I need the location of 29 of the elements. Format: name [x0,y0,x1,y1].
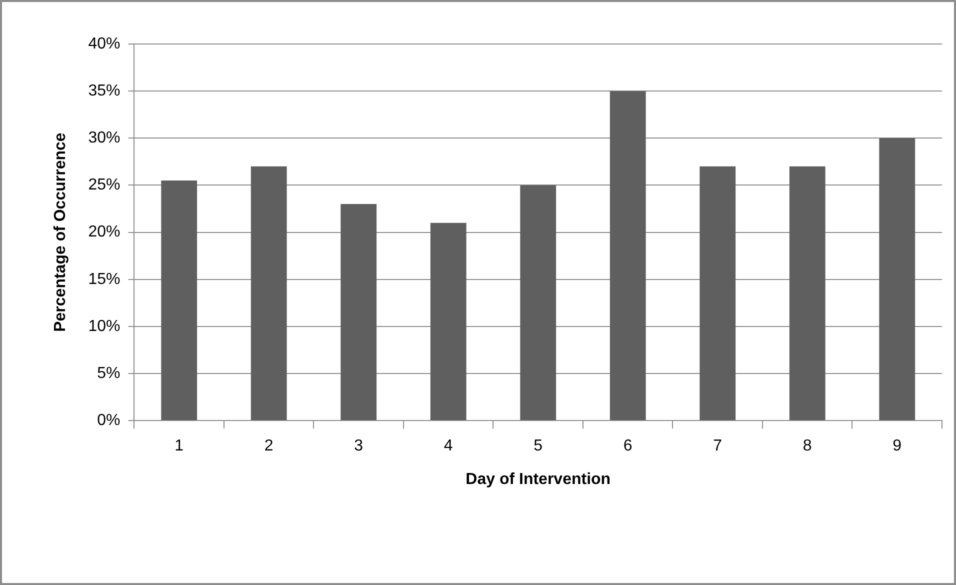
x-tick-label: 2 [264,438,274,455]
bar [340,204,377,420]
bar [789,166,826,420]
x-tick-label: 4 [444,438,453,455]
bar [879,138,916,420]
y-tick-label: 0% [97,412,120,430]
x-tick-label: 7 [713,438,722,455]
y-axis-title: Percentage of Occurrence [52,132,70,332]
y-tick-label: 30% [88,130,120,147]
x-tick-label: 1 [174,438,184,455]
x-tick-label: 9 [892,438,902,455]
y-tick-label: 10% [88,318,120,335]
bar [700,166,736,420]
x-tick-label: 8 [802,438,812,455]
bar [430,222,466,420]
x-axis-title: Day of Intervention [466,470,611,488]
y-tick-label: 15% [88,270,120,288]
y-tick-label: 25% [88,176,120,194]
y-tick-label: 35% [88,82,120,100]
bar [520,185,556,420]
y-tick-label: 5% [97,364,120,382]
y-tick-label: 20% [88,224,120,241]
bar [610,91,646,420]
bar [250,166,287,420]
x-tick-label: 3 [354,438,364,455]
bar [161,180,198,420]
x-tick-label: 6 [623,438,632,455]
x-tick-label: 5 [534,438,543,455]
y-tick-label: 40% [88,35,120,52]
